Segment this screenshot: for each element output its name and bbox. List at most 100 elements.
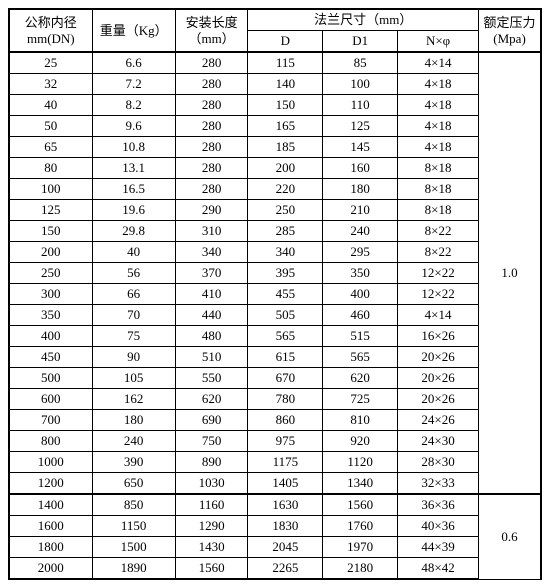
cell-nphi: 40×36 (398, 516, 479, 537)
cell-nphi: 8×18 (398, 179, 479, 200)
cell-mpa: 0.6 (479, 494, 541, 579)
cell-dn: 700 (9, 410, 92, 431)
cell-wt: 13.1 (92, 158, 175, 179)
table-row: 2000189015602265218048×42 (9, 558, 541, 580)
cell-nphi: 44×39 (398, 537, 479, 558)
cell-D1: 145 (323, 137, 398, 158)
table-row: 3006641045540012×22 (9, 284, 541, 305)
cell-wt: 180 (92, 410, 175, 431)
cell-nphi: 36×36 (398, 494, 479, 516)
table-row: 350704405054604×14 (9, 305, 541, 326)
header-install-len: 安装长度 （mm） (175, 9, 248, 52)
cell-D1: 460 (323, 305, 398, 326)
cell-nphi: 28×30 (398, 452, 479, 473)
cell-D: 2265 (248, 558, 323, 580)
cell-wt: 56 (92, 263, 175, 284)
cell-D: 565 (248, 326, 323, 347)
cell-len: 280 (175, 179, 248, 200)
table-row: 2505637039535012×22 (9, 263, 541, 284)
cell-wt: 850 (92, 494, 175, 516)
cell-wt: 40 (92, 242, 175, 263)
cell-wt: 1890 (92, 558, 175, 580)
cell-len: 550 (175, 368, 248, 389)
cell-wt: 8.2 (92, 95, 175, 116)
cell-D: 285 (248, 221, 323, 242)
cell-D: 115 (248, 52, 323, 74)
cell-D1: 1340 (323, 473, 398, 495)
cell-dn: 150 (9, 221, 92, 242)
cell-wt: 16.5 (92, 179, 175, 200)
cell-D: 1405 (248, 473, 323, 495)
cell-dn: 350 (9, 305, 92, 326)
cell-len: 340 (175, 242, 248, 263)
cell-dn: 2000 (9, 558, 92, 580)
cell-D1: 725 (323, 389, 398, 410)
cell-dn: 25 (9, 52, 92, 74)
cell-nphi: 12×22 (398, 284, 479, 305)
header-mpa-line2: (Mpa) (493, 31, 526, 46)
table-row: 10003908901175112028×30 (9, 452, 541, 473)
cell-D: 455 (248, 284, 323, 305)
cell-len: 1430 (175, 537, 248, 558)
cell-len: 1030 (175, 473, 248, 495)
cell-wt: 6.6 (92, 52, 175, 74)
cell-D: 140 (248, 74, 323, 95)
cell-dn: 32 (9, 74, 92, 95)
table-row: 408.22801501104×18 (9, 95, 541, 116)
cell-len: 690 (175, 410, 248, 431)
table-row: 15029.83102852408×22 (9, 221, 541, 242)
cell-D: 615 (248, 347, 323, 368)
cell-D1: 350 (323, 263, 398, 284)
cell-D: 165 (248, 116, 323, 137)
cell-dn: 300 (9, 284, 92, 305)
cell-D: 395 (248, 263, 323, 284)
cell-nphi: 4×18 (398, 74, 479, 95)
cell-D: 860 (248, 410, 323, 431)
cell-len: 370 (175, 263, 248, 284)
cell-D1: 565 (323, 347, 398, 368)
cell-wt: 19.6 (92, 200, 175, 221)
cell-dn: 40 (9, 95, 92, 116)
cell-nphi: 4×18 (398, 116, 479, 137)
cell-wt: 1500 (92, 537, 175, 558)
table-row: 1600115012901830176040×36 (9, 516, 541, 537)
cell-nphi: 4×18 (398, 137, 479, 158)
cell-nphi: 32×33 (398, 473, 479, 495)
cell-D: 2045 (248, 537, 323, 558)
cell-D1: 620 (323, 368, 398, 389)
cell-nphi: 20×26 (398, 368, 479, 389)
cell-wt: 390 (92, 452, 175, 473)
cell-dn: 80 (9, 158, 92, 179)
table-row: 60016262078072520×26 (9, 389, 541, 410)
cell-nphi: 4×14 (398, 305, 479, 326)
cell-D: 1175 (248, 452, 323, 473)
table-row: 80024075097592024×30 (9, 431, 541, 452)
cell-dn: 1800 (9, 537, 92, 558)
cell-dn: 1600 (9, 516, 92, 537)
table-body: 256.6280115854×141.0327.22801401004×1840… (9, 52, 541, 579)
cell-D1: 160 (323, 158, 398, 179)
cell-nphi: 8×22 (398, 242, 479, 263)
cell-D1: 100 (323, 74, 398, 95)
header-dn-line2: mm(DN) (27, 31, 75, 46)
cell-len: 1160 (175, 494, 248, 516)
cell-len: 440 (175, 305, 248, 326)
cell-dn: 400 (9, 326, 92, 347)
cell-dn: 800 (9, 431, 92, 452)
cell-nphi: 8×22 (398, 221, 479, 242)
cell-len: 890 (175, 452, 248, 473)
cell-len: 410 (175, 284, 248, 305)
cell-D: 220 (248, 179, 323, 200)
cell-D1: 85 (323, 52, 398, 74)
cell-len: 1290 (175, 516, 248, 537)
cell-nphi: 48×42 (398, 558, 479, 580)
cell-D1: 920 (323, 431, 398, 452)
cell-wt: 9.6 (92, 116, 175, 137)
cell-dn: 50 (9, 116, 92, 137)
cell-D1: 1120 (323, 452, 398, 473)
cell-dn: 500 (9, 368, 92, 389)
cell-wt: 66 (92, 284, 175, 305)
cell-len: 280 (175, 137, 248, 158)
cell-D: 200 (248, 158, 323, 179)
cell-nphi: 8×18 (398, 158, 479, 179)
